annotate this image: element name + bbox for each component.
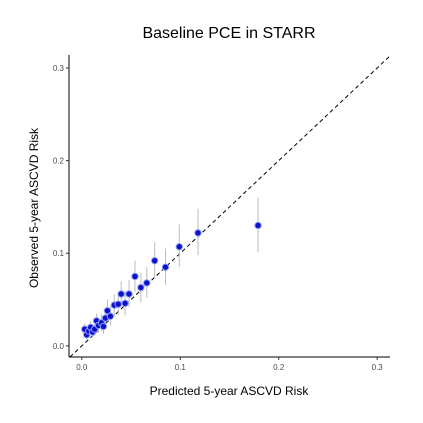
y-axis-label: Observed 5-year ASCVD Risk [27,127,41,288]
data-point-15 [117,290,125,298]
data-point-23 [175,243,183,251]
data-point-14 [114,300,122,308]
plot-area [69,55,390,357]
x-axis-label: Predicted 5-year ASCVD Risk [150,384,310,398]
y-tick-label-0: 0.0 [53,342,65,351]
x-tick-label-3: 0.3 [372,363,384,372]
chart-title: Baseline PCE in STARR [142,25,315,42]
data-point-19 [137,283,145,292]
data-point-20 [143,279,151,287]
x-tick-label-1: 0.1 [175,363,187,372]
data-point-17 [125,290,133,298]
data-point-21 [150,256,159,265]
data-point-22 [161,263,170,271]
y-tick-label-3: 0.3 [53,64,65,73]
data-point-9 [99,322,108,331]
data-point-25 [254,221,262,230]
y-tick-label-2: 0.2 [53,157,65,166]
x-tick-label-0: 0.0 [76,363,88,372]
x-axis-ticks: 0.0 0.1 0.2 0.3 [76,357,383,372]
data-point-18 [131,272,139,281]
data-point-16 [121,299,129,307]
y-axis-ticks: 0.0 0.1 0.2 0.3 [53,64,69,351]
identity-reference-line [69,55,390,357]
x-tick-label-2: 0.2 [273,363,285,372]
data-point-12 [106,312,115,320]
y-tick-label-1: 0.1 [53,249,65,258]
data-point-24 [194,229,202,237]
data-point-11 [103,306,112,315]
